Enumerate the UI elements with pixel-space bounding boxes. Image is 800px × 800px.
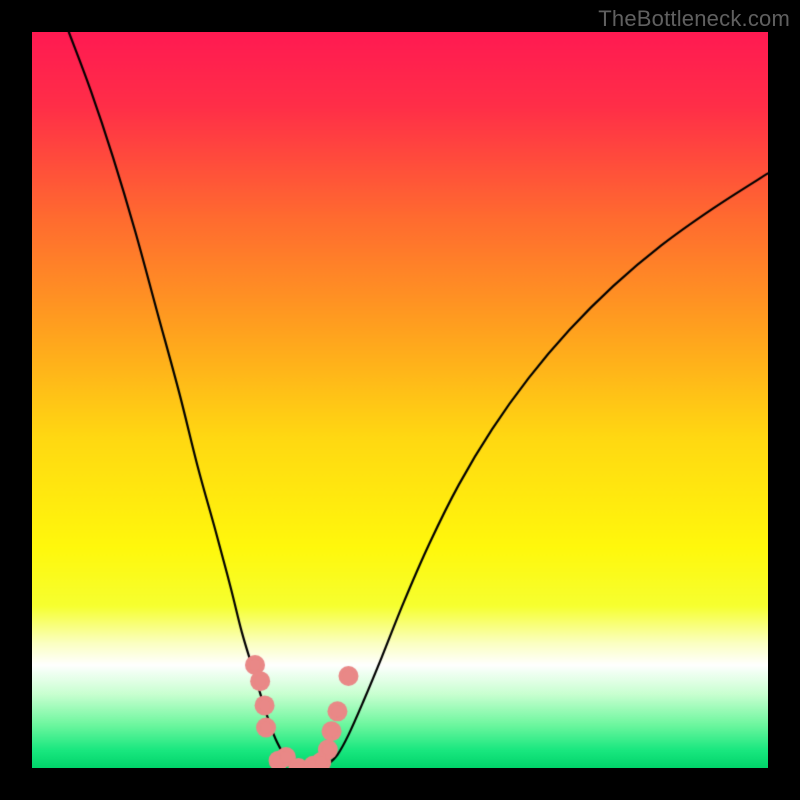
chart-frame: TheBottleneck.com — [0, 0, 800, 800]
plot-area — [32, 32, 768, 768]
watermark-label: TheBottleneck.com — [598, 6, 790, 32]
chart-canvas — [32, 32, 768, 768]
